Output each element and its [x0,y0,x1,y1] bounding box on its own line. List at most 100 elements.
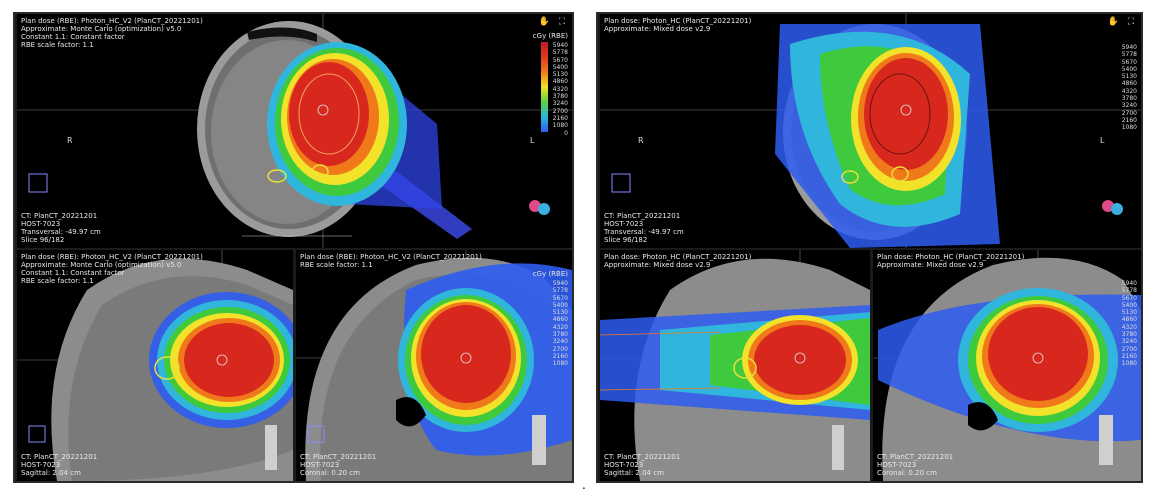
dose-scale-value: 3780 [1121,331,1137,339]
dose-scale-value: 4320 [552,85,568,93]
plane-line: Sagittal: 2.04 cm [21,469,81,477]
dose-scale-value: 1080 [552,122,568,130]
right-coronal-image [873,250,1141,481]
dose-scale-value: 2160 [1121,116,1137,124]
plan-title: Plan dose (RBE): Photon_HC_V2 (PlanCT_20… [21,253,203,261]
host-line: HOST-7023 [21,461,61,469]
dose-scale-value: 3240 [552,338,568,346]
dose-scale-value: 1080 [1121,360,1137,368]
ct-line: CT: PlanCT_20221201 [21,453,98,461]
right-sagittal-image [600,250,870,481]
dose-scale-value: 5400 [552,63,568,71]
view-toolbar[interactable]: ✋ ⛶ [1107,17,1137,27]
left-panel-set: Plan dose (RBE): Photon_HC_V2 (PlanCT_20… [13,12,574,483]
approx-line: Approximate: Monte Carlo (optimization) … [21,261,182,269]
slice-line: Slice 96/182 [604,236,648,244]
left-axial-image [17,14,572,248]
left-axial-header: Plan dose (RBE): Photon_HC_V2 (PlanCT_20… [21,17,203,49]
left-coronal-footer: CT: PlanCT_20221201 HOST-7023 Coronal: 0.2… [300,453,376,477]
dose-scale-value: 5400 [1121,65,1137,73]
dose-scale-value: 2700 [1121,345,1137,353]
dose-scale-value: 5940 [552,42,568,49]
dose-scale-value: 2160 [1121,352,1137,360]
right-axial-header: Plan dose: Photon_HC (PlanCT_20221201) Ap… [604,17,751,33]
plane-line: Coronal: 0.20 cm [877,469,937,477]
orientation-right-marker: R [67,136,73,145]
dose-scale-value: 5940 [1121,280,1137,287]
orientation-right-marker: R [638,136,644,145]
dose-scale-value: 4320 [1121,323,1137,331]
dose-scale-value: 5400 [552,301,568,309]
dose-unit: cGy (RBE) [532,270,568,278]
dose-scale-value: 3240 [552,100,568,108]
dose-scale-value: 5940 [552,280,568,287]
dose-scale-value: 5130 [552,71,568,79]
host-line: HOST-7023 [877,461,917,469]
dose-scale-value: 5778 [552,287,568,295]
left-coronal-header: Plan dose (RBE): Photon_HC_V2 (PlanCT_20… [300,253,482,269]
dose-scale-value: 2700 [1121,109,1137,117]
dose-scale: 5940 5778 5670 5400 5130 4860 4320 3780 3240 2700… [1122,44,1137,132]
constant-line: Constant 1.1: Constant factor [21,33,125,41]
ct-line: CT: PlanCT_20221201 [21,212,98,220]
rbe-line: RBE scale factor: 1.1 [21,277,94,285]
dose-scale-value: 3780 [552,331,568,339]
dose-scale-value: 3780 [1121,95,1137,103]
plane-line: Transversal: -49.97 cm [21,228,101,236]
approx-line: Approximate: Monte Carlo (optimization) … [21,25,182,33]
plan-title: Plan dose: Photon_HC (PlanCT_20221201) [604,253,752,261]
constant-line: Constant 1.1: Constant factor [21,269,125,277]
separator-dot: . [582,478,586,492]
right-panel-set: Plan dose: Photon_HC (PlanCT_20221201) Ap… [596,12,1143,483]
plan-title: Plan dose (RBE): Photon_HC_V2 (PlanCT_20… [300,253,482,261]
left-coronal-view[interactable]: Plan dose (RBE): Photon_HC_V2 (PlanCT_20… [296,250,572,481]
dose-scale-value: 4860 [1121,316,1137,324]
rbe-line: RBE scale factor: 1.1 [21,41,94,49]
dose-scale-value: 5940 [1121,44,1137,51]
plan-title: Plan dose (RBE): Photon_HC_V2 (PlanCT_20… [21,17,203,25]
view-toolbar[interactable]: ✋ ⛶ [538,17,568,27]
plane-line: Transversal: -49.97 cm [604,228,684,236]
left-sagittal-view[interactable]: Plan dose (RBE): Photon_HC_V2 (PlanCT_20… [17,250,293,481]
host-line: HOST-7023 [604,220,644,228]
dose-scale-value: 5400 [1121,301,1137,309]
right-axial-footer: CT: PlanCT_20221201 HOST-7023 Transversal:… [604,212,684,244]
dose-scale-value: 5670 [552,294,568,302]
right-sagittal-header: Plan dose: Photon_HC (PlanCT_20221201) Ap… [604,253,751,269]
dose-scale-value: 0 [564,129,568,137]
dose-scale-value: 2160 [552,114,568,122]
dose-scale-value: 4860 [552,316,568,324]
rbe-line: RBE scale factor: 1.1 [300,261,373,269]
dose-scale-value: 5670 [1121,294,1137,302]
right-sagittal-view[interactable]: Plan dose: Photon_HC (PlanCT_20221201) Ap… [600,250,870,481]
left-sagittal-header: Plan dose (RBE): Photon_HC_V2 (PlanCT_20… [21,253,203,285]
right-coronal-header: Plan dose: Photon_HC (PlanCT_20221201) Ap… [877,253,1024,269]
dose-scale: 5940 5778 5670 5400 5130 4860 4320 3780 3240 2700… [1122,280,1137,368]
right-coronal-footer: CT: PlanCT_20221201 HOST-7023 Coronal: 0.2… [877,453,953,477]
left-sagittal-image [17,250,293,481]
right-axial-view[interactable]: Plan dose: Photon_HC (PlanCT_20221201) Ap… [600,14,1141,248]
orientation-left-marker: L [530,136,535,145]
right-coronal-view[interactable]: Plan dose: Photon_HC (PlanCT_20221201) Ap… [873,250,1141,481]
dose-scale-value: 4320 [552,323,568,331]
dose-scale-value: 4860 [1121,80,1137,88]
dose-scale-value: 2160 [552,352,568,360]
dose-scale-value: 5778 [552,49,568,57]
right-sagittal-footer: CT: PlanCT_20221201 HOST-7023 Sagittal: 2.… [604,453,680,477]
host-line: HOST-7023 [21,220,61,228]
dose-color-bar [541,42,548,132]
right-axial-image [600,14,1141,248]
left-axial-footer: CT: PlanCT_20221201 HOST-7023 Transversal:… [21,212,101,244]
ct-line: CT: PlanCT_20221201 [604,453,681,461]
dose-unit: cGy (RBE) [532,32,568,40]
dose-scale-value: 4320 [1121,87,1137,95]
dose-scale-value: 5670 [1121,58,1137,66]
dose-scale-value: 2700 [552,345,568,353]
dose-scale-value: 5130 [552,309,568,317]
left-coronal-image [296,250,572,481]
ct-line: CT: PlanCT_20221201 [877,453,954,461]
ct-line: CT: PlanCT_20221201 [300,453,377,461]
left-axial-view[interactable]: Plan dose (RBE): Photon_HC_V2 (PlanCT_20… [17,14,572,248]
slice-line: Slice 96/182 [21,236,65,244]
dose-scale-value: 4860 [552,78,568,86]
